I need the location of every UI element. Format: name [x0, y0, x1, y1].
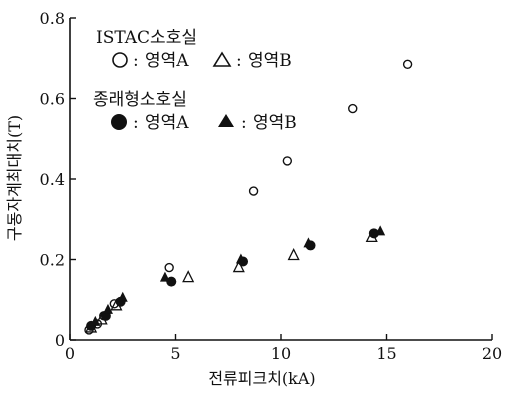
open-circle-point [282, 156, 293, 166]
legend-entry-open-triangle: : 영역B [212, 51, 292, 71]
legend-open-circle-sep: : [133, 51, 139, 71]
open-triangle-point [287, 248, 300, 261]
legend-filled-triangle-label: 영역B [253, 113, 297, 133]
data-marks [84, 59, 413, 335]
y-tick-label: 0.4 [40, 170, 65, 189]
open-circle-point [248, 186, 259, 196]
y-tick-label: 0.6 [40, 90, 65, 109]
filled-triangle-point [159, 271, 170, 282]
legend-open-triangle-sep: : [236, 51, 242, 71]
filled-circle-point [368, 228, 379, 239]
filled-circle-point [166, 276, 177, 287]
filled-triangle-point [303, 237, 314, 248]
x-tick-label: 5 [170, 344, 180, 363]
x-tick-label: 20 [482, 344, 502, 363]
open-circle-point [348, 103, 358, 114]
legend-group1-title: ISTAC소호실 [96, 28, 197, 48]
y-tick-label: 0.8 [40, 9, 65, 28]
y-axis-title: 구동자계최대치(T) [5, 115, 24, 241]
x-tick-label: 15 [376, 344, 396, 363]
legend-entry-open-circle: : 영역A [112, 51, 189, 71]
legend-entry-filled-triangle: : 영역B [218, 113, 297, 133]
legend-open-triangle-marker [212, 51, 232, 67]
open-circle-point [402, 59, 413, 69]
filled-triangle-point [90, 315, 101, 326]
open-triangle-point [182, 270, 195, 283]
legend-open-triangle-label: 영역B [248, 51, 292, 71]
legend-group2-title: 종래형소호실 [93, 90, 187, 110]
axis-ticks: 0 5 10 15 20 0 0.2 0.4 0.6 0.8 [40, 9, 503, 363]
legend-filled-triangle-sep: : [241, 113, 247, 133]
legend-filled-circle-marker [111, 114, 127, 130]
filled-triangle-point [117, 291, 128, 302]
x-axis-title: 전류피크치(kA) [208, 369, 315, 388]
filled-triangle-point [375, 225, 386, 236]
legend-filled-circle-label: 영역A [145, 113, 189, 133]
legend-open-circle-marker [112, 52, 128, 68]
x-tick-label: 10 [271, 344, 291, 363]
legend: ISTAC소호실 : 영역A : 영역B 종래형소호실 : 영역A : 영역B [93, 28, 297, 133]
open-circle-point [164, 262, 174, 273]
legend-open-circle-label: 영역A [145, 51, 189, 71]
filled-triangle-point [102, 303, 113, 314]
legend-filled-circle-sep: : [133, 113, 139, 133]
open-triangle-point [232, 260, 245, 273]
filled-triangle-point [235, 253, 246, 264]
y-tick-label: 0 [55, 331, 65, 350]
legend-filled-triangle-marker [218, 114, 234, 127]
y-tick-label: 0.2 [40, 251, 65, 270]
x-tick-label: 0 [65, 344, 75, 363]
legend-entry-filled-circle: : 영역A [111, 113, 189, 133]
